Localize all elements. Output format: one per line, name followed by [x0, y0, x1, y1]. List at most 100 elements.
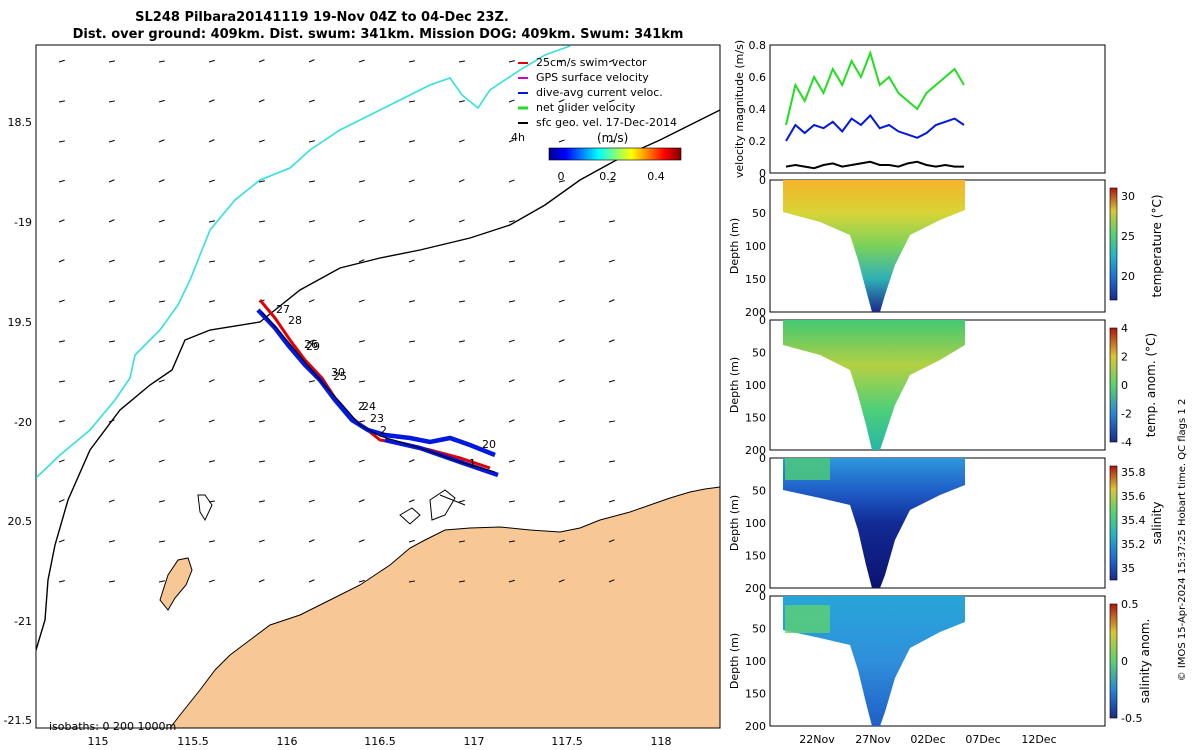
vector-arrow: [558, 220, 565, 223]
vector-arrow: [358, 100, 365, 103]
day-label: 23: [370, 412, 384, 425]
vector-arrow: [558, 99, 565, 103]
day-label: 28: [288, 314, 302, 327]
isobath-contour: [36, 109, 720, 651]
depth-label: Depth (m): [728, 357, 741, 413]
vector-arrow: [158, 260, 165, 263]
legend-label: dive-avg current veloc.: [536, 86, 663, 99]
salinity-colorbar: [1109, 465, 1118, 581]
section-ticks: 0 50 100 150 200 20 25 30 0 50 100 150 200 -4 -2 0 2 4 0 50…: [745, 174, 1146, 746]
vector-arrow: [208, 339, 215, 343]
vector-arrow: [58, 299, 65, 303]
vector-arrow: [158, 580, 165, 583]
vector-arrow: [258, 339, 265, 343]
map-lat-ticks: 18.5 -19 19.5 -20 20.5 -21 -21.5: [4, 116, 32, 727]
vector-arrow: [258, 460, 265, 463]
depth-label: Depth (m): [728, 633, 741, 689]
temperature-colorbar: [1109, 187, 1118, 301]
vector-arrow: [508, 220, 515, 223]
vector-arrow: [108, 580, 115, 583]
temperature-section: [783, 180, 965, 312]
salinity-anomaly-colorbar-label: salinity anom.: [1138, 619, 1152, 704]
track-black: [261, 311, 496, 473]
vector-arrow: [308, 59, 315, 63]
vector-arrow: [458, 379, 465, 383]
island: [159, 557, 193, 611]
colorbar-tick: 0: [1121, 655, 1128, 668]
date-tick: 27Nov: [855, 733, 891, 746]
land-mass: [169, 486, 720, 728]
date-tick: 02Dec: [910, 733, 945, 746]
vector-arrow: [508, 379, 515, 383]
vector-arrow: [508, 339, 515, 343]
colorbar-tick: 0.2: [599, 170, 617, 183]
depth-tick: 100: [745, 517, 766, 530]
vector-arrow: [208, 260, 215, 263]
vector-arrow: [258, 379, 265, 383]
vector-arrow: [408, 580, 415, 583]
vector-arrow: [58, 59, 65, 63]
colorbar-tick: 25: [1121, 230, 1135, 243]
vector-arrow: [258, 500, 265, 503]
colorbar-tick: 0: [558, 170, 565, 183]
vector-arrow: [558, 139, 565, 143]
velocity-series: [785, 49, 965, 170]
colorbar-tick: 0.5: [1121, 598, 1139, 611]
vector-arrow: [58, 140, 65, 143]
vector-arrow: [258, 260, 265, 263]
velocity-line: [785, 113, 965, 142]
vector-arrow: [458, 139, 465, 143]
vector-arrow: [608, 180, 615, 183]
vector-arrow: [108, 459, 115, 463]
lon-tick: 115.5: [177, 735, 209, 748]
vector-arrow: [258, 539, 265, 543]
day-label: 24: [362, 400, 376, 413]
vector-arrow: [158, 99, 165, 103]
lat-tick: -21: [14, 615, 32, 628]
legend-label: 25cm/s swim vector: [536, 56, 647, 69]
velocity-ytick: 0.6: [749, 71, 767, 84]
day-label: 20: [482, 438, 496, 451]
vector-arrow: [308, 579, 315, 583]
legend-label: sfc geo. vel. 17-Dec-2014: [536, 116, 677, 129]
vector-arrow: [558, 539, 565, 543]
temp-anomaly-colorbar-label: temp. anom. (°C): [1144, 333, 1158, 437]
temperature-panel: Depth (m) temperature (°C): [728, 179, 1164, 313]
depth-tick: 200: [745, 582, 766, 595]
vector-arrow: [58, 259, 65, 263]
salinity-colorbar-label: salinity: [1150, 501, 1164, 544]
depth-label: Depth (m): [728, 218, 741, 274]
day-label: 2: [358, 400, 365, 413]
vector-arrow: [358, 380, 365, 383]
colorbar-tick: 35.4: [1121, 514, 1146, 527]
vector-arrow: [58, 100, 65, 103]
colorbar-tick: 2: [1121, 351, 1128, 364]
date-tick: 12Dec: [1021, 733, 1056, 746]
vector-arrow: [58, 179, 65, 183]
vector-arrow: [608, 299, 615, 303]
colorbar-tick: 4: [1121, 322, 1128, 335]
vector-arrow: [608, 140, 615, 143]
vector-arrow: [58, 340, 65, 343]
vector-arrow: [58, 580, 65, 583]
day-label: 26: [304, 338, 318, 351]
vector-arrow: [408, 219, 415, 223]
depth-tick: 0: [759, 314, 766, 327]
velocity-line: [785, 49, 965, 126]
depth-tick: 0: [759, 174, 766, 187]
vector-arrow: [508, 500, 515, 503]
depth-tick: 200: [745, 306, 766, 319]
vector-arrow: [558, 339, 565, 343]
lat-tick: -20: [14, 416, 32, 429]
vector-arrow: [158, 379, 165, 383]
vector-arrow: [558, 59, 565, 63]
legend-label: net glider velocity: [536, 101, 636, 114]
velocity-line: [785, 160, 964, 170]
vector-arrow: [558, 460, 565, 463]
velocity-yticks: 0 0.2 0.4 0.6 0.8: [749, 39, 767, 180]
vector-arrow: [108, 340, 115, 343]
lon-tick: 118: [651, 735, 672, 748]
vector-arrow: [108, 100, 115, 103]
vector-arrow: [508, 300, 515, 303]
vector-arrow: [108, 499, 115, 503]
